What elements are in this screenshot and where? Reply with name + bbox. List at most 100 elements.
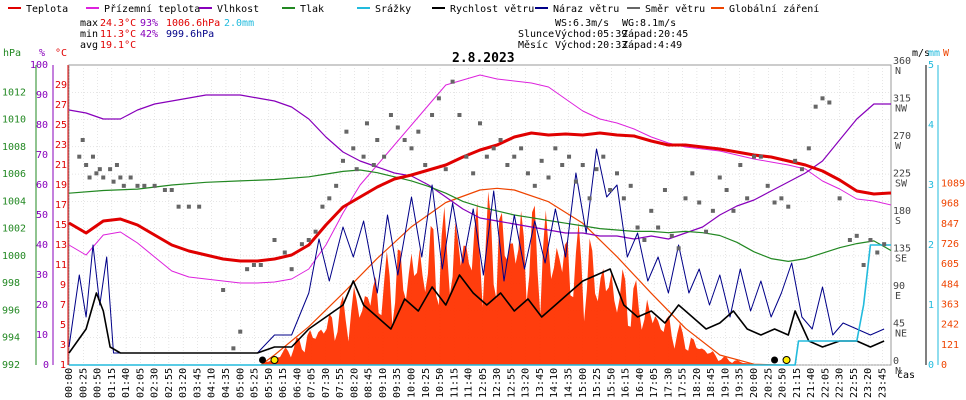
wind-dir-point-75 <box>587 196 592 201</box>
wind-dir-tick-7: 315 <box>893 94 911 105</box>
x-tick-label-32: 13:20 <box>521 368 532 398</box>
wind-dir-point-22 <box>221 288 226 292</box>
x-tick-label-45: 18:45 <box>706 368 717 398</box>
radiation-tick-4: 484 <box>941 279 959 290</box>
wind-dir-point-59 <box>478 121 482 126</box>
pressure-tick-1: 994 <box>2 333 20 344</box>
wind-dir-point-78 <box>608 188 613 192</box>
rain-tick-0: 0 <box>928 360 934 371</box>
wind-dir-point-29 <box>282 250 287 255</box>
wind-dir-point-4 <box>90 154 95 159</box>
x-tick-label-28: 11:40 <box>464 368 475 398</box>
wind-dir-point-102 <box>772 200 777 205</box>
humidity-tick-8: 40 <box>36 240 48 251</box>
x-tick-label-7: 02:55 <box>164 368 175 398</box>
wind-dir-point-57 <box>464 154 469 159</box>
pressure-tick-5: 1002 <box>2 224 26 235</box>
wind-dir-point-31 <box>299 242 304 247</box>
legend-label-6: Náraz větru <box>553 3 619 15</box>
wind-dir-label-7: NW <box>895 104 908 115</box>
x-tick-label-55: 22:55 <box>849 368 860 398</box>
wind-dir-point-109 <box>820 96 825 101</box>
wind-dir-label-8: N <box>895 66 901 77</box>
wind-dir-point-46 <box>388 113 393 117</box>
wind-dir-point-13 <box>128 175 133 180</box>
x-tick-label-22: 09:10 <box>378 368 389 398</box>
wind-dir-point-38 <box>344 129 349 134</box>
x-tick-label-37: 15:25 <box>592 368 603 398</box>
x-tick-label-56: 23:20 <box>863 368 874 398</box>
x-tick-label-19: 07:55 <box>335 368 346 398</box>
series-ground-temperature <box>68 74 892 284</box>
wind-dir-point-66 <box>525 171 530 176</box>
wind-dir-point-26 <box>251 263 256 267</box>
pressure-tick-6: 1004 <box>2 196 26 207</box>
humidity-tick-18: 90 <box>36 90 48 101</box>
wind-dir-point-97 <box>738 163 743 167</box>
wind-dir-point-80 <box>621 196 626 201</box>
wind-dir-point-34 <box>320 204 325 209</box>
x-tick-label-17: 07:05 <box>307 368 318 398</box>
wind-dir-point-60 <box>484 154 489 159</box>
wind-dir-point-92 <box>704 229 709 234</box>
x-tick-label-21: 08:45 <box>364 368 375 398</box>
stat-max-temp: 24.3°C <box>100 18 136 29</box>
wind-dir-point-116 <box>875 250 880 255</box>
wind-dir-point-82 <box>635 225 640 230</box>
x-tick-label-39: 16:15 <box>621 368 632 398</box>
pressure-unit: hPa <box>3 48 21 59</box>
stats-block: max 24.3°C 93% 1006.6hPa 2.0mm min 11.3°… <box>80 18 254 51</box>
wind-dir-point-39 <box>351 146 356 151</box>
x-tick-label-47: 19:35 <box>735 368 746 398</box>
x-tick-label-27: 11:15 <box>449 368 460 398</box>
legend-label-3: Tlak <box>300 4 324 15</box>
wind-dir-point-106 <box>799 167 804 172</box>
wind-dir-point-93 <box>710 208 715 213</box>
pressure-tick-10: 1012 <box>2 87 26 98</box>
wind-speed-unit: m/s <box>912 48 930 59</box>
wind-dir-point-114 <box>861 263 866 267</box>
x-tick-label-20: 08:20 <box>349 368 360 398</box>
wind-dir-point-10 <box>114 163 119 167</box>
wind-dir-point-35 <box>327 196 332 201</box>
humidity-tick-0: 0 <box>43 360 49 371</box>
info-moonset: Západ:4:49 <box>622 39 682 51</box>
wind-dir-label-3: SE <box>895 254 907 265</box>
wind-dir-point-23 <box>231 346 236 351</box>
wind-dir-point-21 <box>197 204 202 209</box>
wind-dir-point-55 <box>450 79 455 84</box>
x-tick-label-46: 19:10 <box>720 368 731 398</box>
radiation-tick-6: 726 <box>941 239 959 250</box>
wind-dir-point-30 <box>289 267 294 272</box>
sun-marker <box>270 356 279 364</box>
info-moon-label: Měsíc <box>518 39 548 51</box>
series-wind-speed <box>68 268 885 354</box>
wind-dir-point-14 <box>135 183 140 188</box>
wind-dir-point-111 <box>837 196 842 201</box>
temperature-tick-8: 17 <box>55 200 67 211</box>
wind-dir-label-2: E <box>895 291 901 302</box>
x-tick-label-42: 17:30 <box>663 368 674 398</box>
x-tick-label-6: 02:30 <box>150 368 161 398</box>
x-tick-label-25: 10:25 <box>421 368 432 398</box>
x-tick-label-43: 17:55 <box>678 368 689 398</box>
rain-tick-1: 1 <box>928 300 934 311</box>
wind-dir-point-58 <box>471 171 476 176</box>
wind-dir-point-11 <box>118 175 123 180</box>
temperature-tick-13: 27 <box>55 100 67 111</box>
wind-dir-point-100 <box>758 154 763 159</box>
wind-dir-point-73 <box>573 179 578 184</box>
x-tick-label-50: 20:50 <box>778 368 789 398</box>
wind-dir-point-18 <box>169 188 174 192</box>
wind-dir-point-74 <box>580 163 585 167</box>
wind-dir-tick-5: 225 <box>893 169 911 180</box>
wind-dir-tick-3: 135 <box>893 244 911 255</box>
radiation-area <box>260 191 780 365</box>
temperature-tick-6: 13 <box>55 240 67 251</box>
info-sun-label: Slunce <box>518 29 554 40</box>
wind-dir-point-24 <box>238 329 243 334</box>
wind-dir-point-63 <box>505 163 510 167</box>
x-tick-label-12: 05:00 <box>235 368 246 398</box>
legend-label-0: Teplota <box>26 4 68 15</box>
wind-dir-point-107 <box>806 146 811 151</box>
